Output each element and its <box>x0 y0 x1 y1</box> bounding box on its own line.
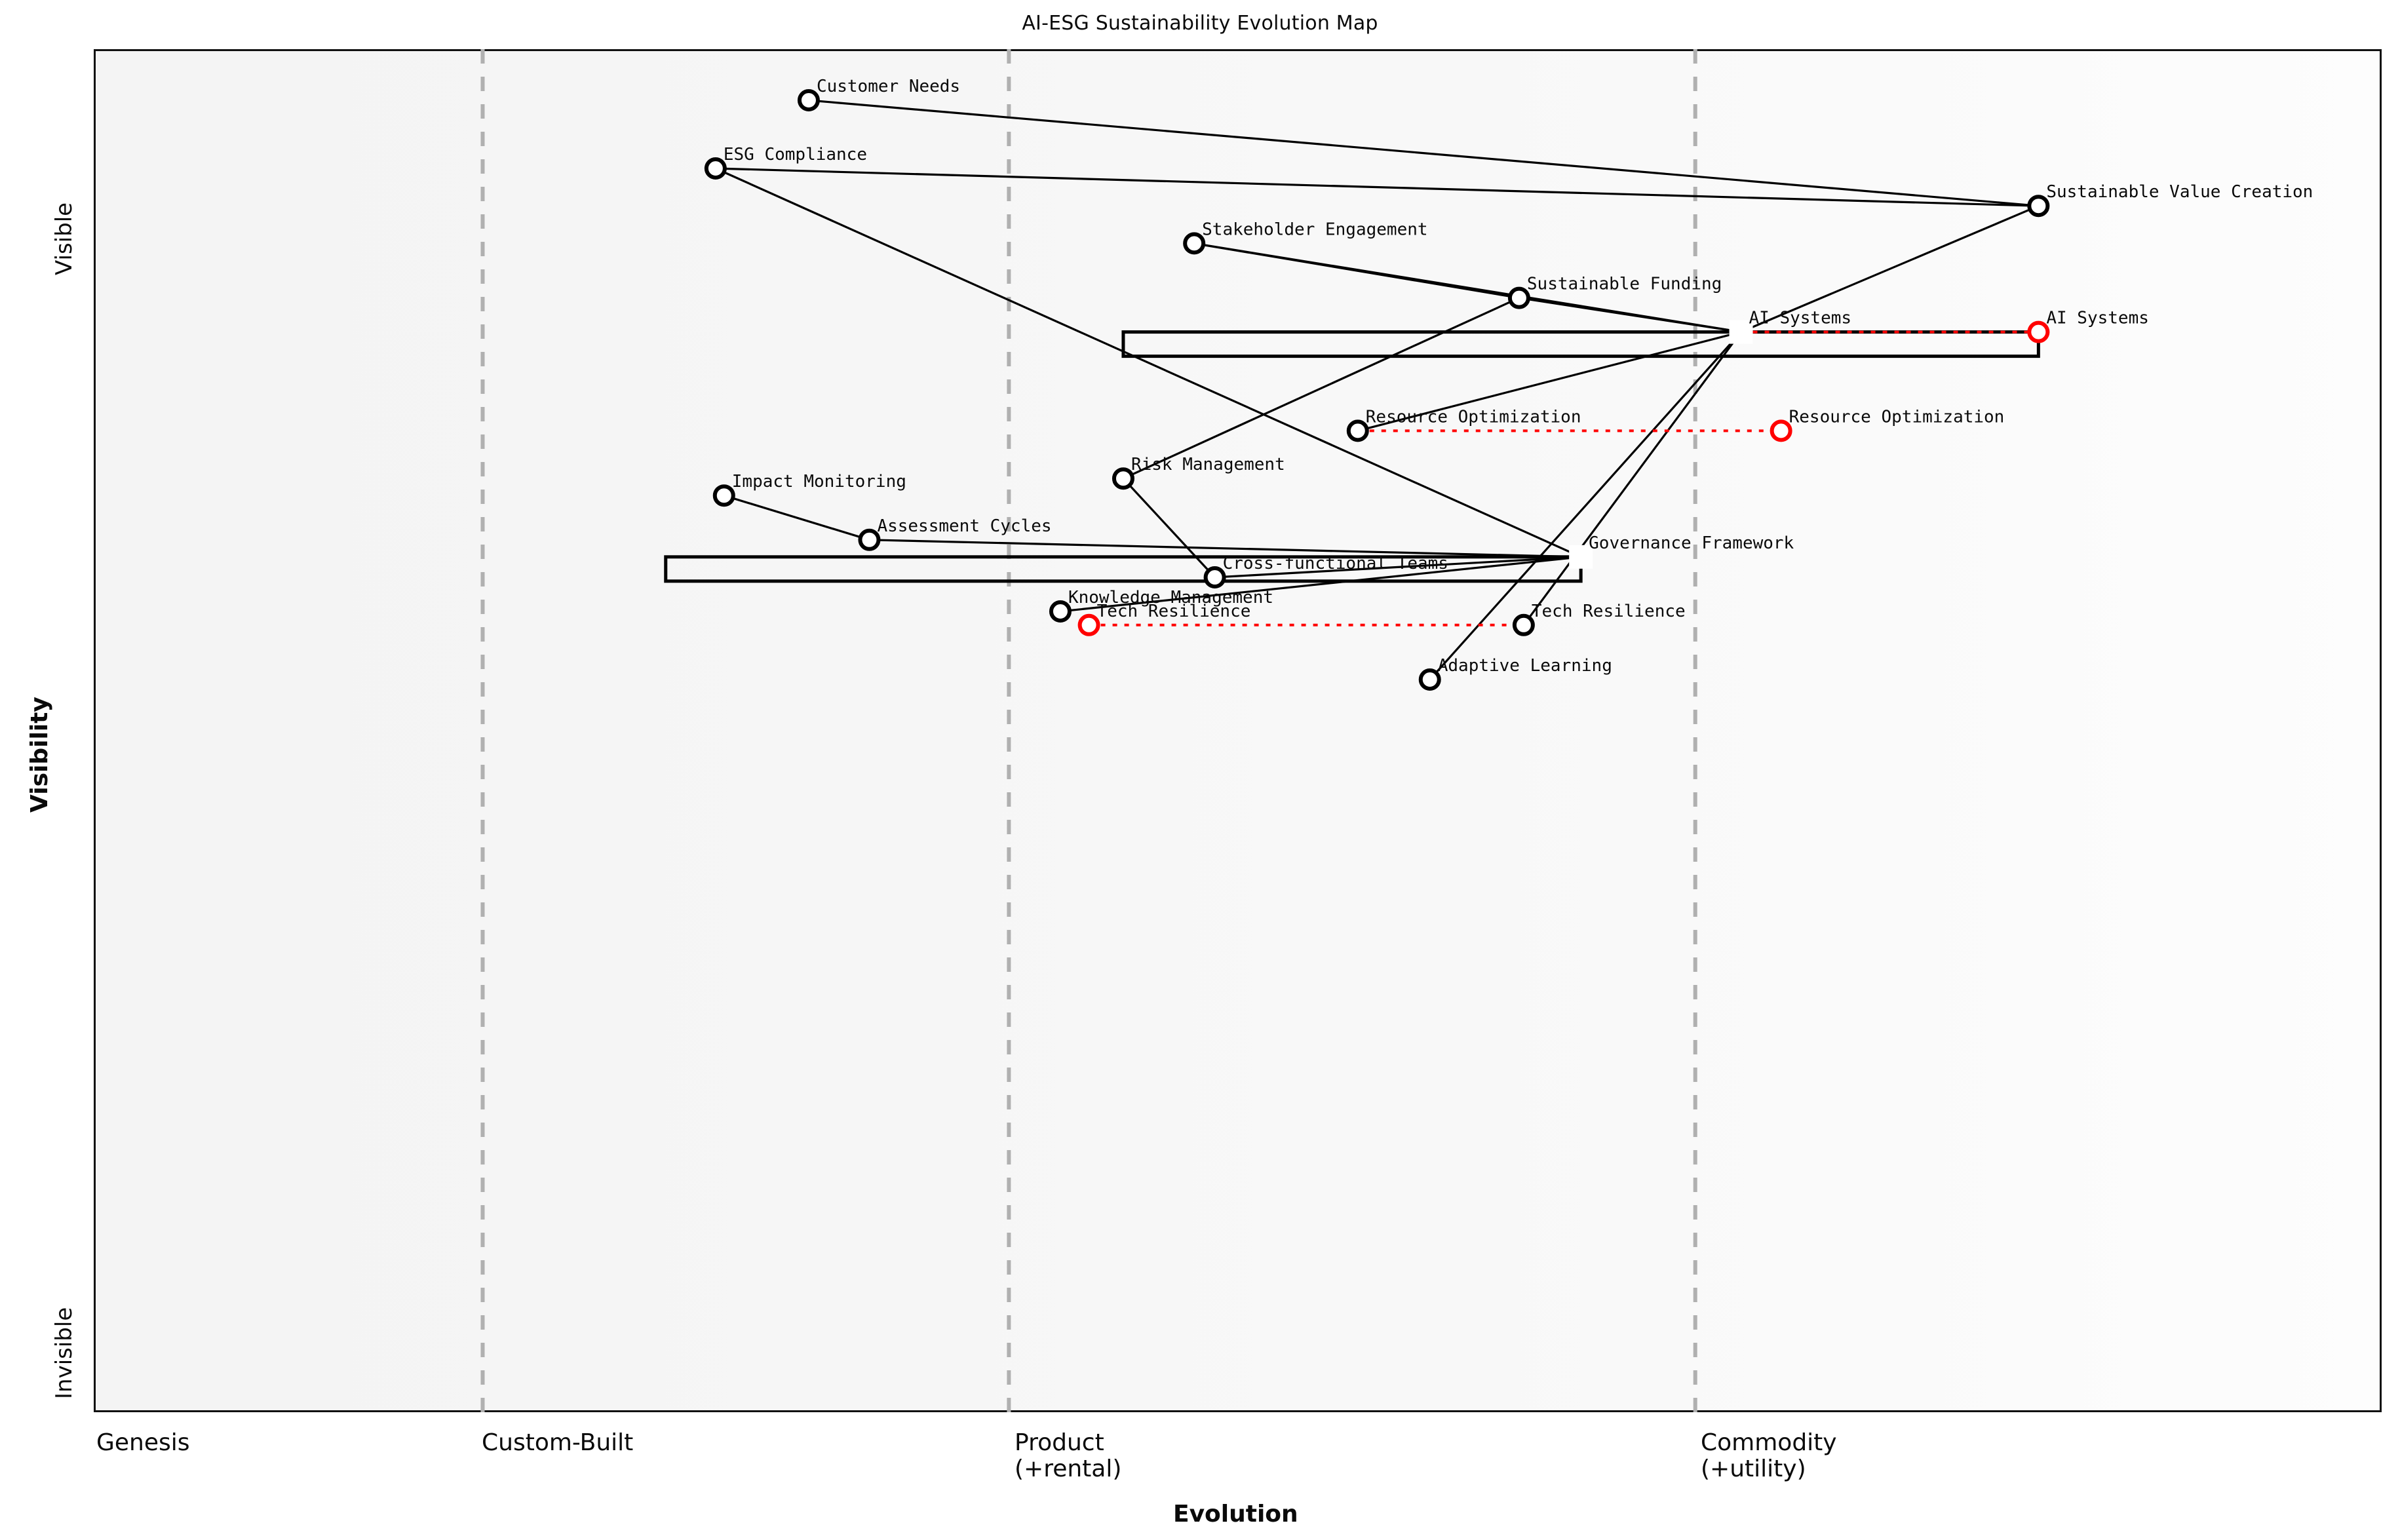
map-node-esg_compliance[interactable] <box>704 157 727 180</box>
map-node-resource_optimization_future[interactable] <box>1770 419 1792 442</box>
link-risk_management-to-cross_functional_teams <box>1122 478 1216 579</box>
node-label-assessment_cycles: Assessment Cycles <box>877 516 1051 536</box>
map-node-sustainable_funding[interactable] <box>1507 286 1530 309</box>
map-node-risk_management[interactable] <box>1112 467 1134 490</box>
map-node-customer_needs[interactable] <box>797 89 820 111</box>
map-node-tech_resilience[interactable] <box>1512 613 1535 636</box>
link-ai_systems-to-resource_optimization <box>1357 331 1741 432</box>
map-node-impact_monitoring[interactable] <box>712 484 735 507</box>
link-ai_systems-to-tech_resilience <box>1522 331 1742 626</box>
link-ai_systems-to-adaptive_learning <box>1429 331 1742 681</box>
link-sustainable_value_creation-to-ai_systems <box>1740 204 2039 334</box>
evolution-links <box>1089 330 2039 626</box>
node-label-sustainable_value_creation: Sustainable Value Creation <box>2046 182 2313 202</box>
node-label-resource_optimization_future: Resource Optimization <box>1789 407 2005 427</box>
y-tick-visible: Visible <box>51 202 77 275</box>
link-customer_needs-to-sustainable_value_creation <box>808 99 2039 207</box>
node-label-knowledge_management: Knowledge Management <box>1068 588 1273 607</box>
map-node-sustainable_value_creation[interactable] <box>2027 195 2050 218</box>
link-sustainable_funding-to-risk_management <box>1123 297 1520 480</box>
link-esg_compliance-to-sustainable_value_creation <box>715 167 2039 207</box>
x-tick-genesis: Genesis <box>96 1429 190 1456</box>
node-label-ai_systems: AI Systems <box>1749 309 1852 328</box>
node-label-sustainable_funding: Sustainable Funding <box>1527 275 1722 294</box>
node-label-ai_systems_future: AI Systems <box>2046 309 2149 328</box>
link-governance_framework-to-knowledge_management <box>1060 556 1581 613</box>
link-stakeholder_engagement-to-ai_systems <box>1193 242 1741 334</box>
pipeline-box <box>664 555 1583 583</box>
node-label-tech_resilience: Tech Resilience <box>1532 602 1686 621</box>
map-node-knowledge_management[interactable] <box>1049 600 1072 623</box>
node-label-risk_management: Risk Management <box>1131 455 1285 474</box>
y-axis-title: Visibility <box>26 697 53 813</box>
map-node-governance_framework[interactable] <box>1569 545 1593 569</box>
map-node-ai_systems_future[interactable] <box>2027 320 2050 343</box>
link-governance_framework-to-cross_functional_teams <box>1214 556 1581 579</box>
link-esg_compliance-to-governance_framework <box>715 167 1581 558</box>
link-impact_monitoring-to-assessment_cycles <box>724 494 870 541</box>
map-nodes <box>704 89 2050 691</box>
dependency-links <box>715 99 2039 681</box>
map-node-tech_resilience_future[interactable] <box>1077 613 1100 636</box>
x-tick-commodity: Commodity (+utility) <box>1701 1429 1837 1483</box>
node-label-resource_optimization: Resource Optimization <box>1366 407 1581 427</box>
node-label-stakeholder_engagement: Stakeholder Engagement <box>1202 220 1427 239</box>
map-node-labels: Customer Needs ESG Compliance Sustainable … <box>724 77 2313 676</box>
node-label-cross_functional_teams: Cross-functional Teams <box>1223 554 1448 573</box>
node-label-adaptive_learning: Adaptive Learning <box>1438 656 1612 676</box>
node-label-esg_compliance: ESG Compliance <box>724 145 867 164</box>
node-label-tech_resilience_future: Tech Resilience <box>1097 602 1251 621</box>
pipeline-box <box>1121 330 2040 358</box>
map-node-adaptive_learning[interactable] <box>1418 668 1441 691</box>
map-node-assessment_cycles[interactable] <box>858 528 881 551</box>
x-tick-custom-built: Custom-Built <box>482 1429 634 1456</box>
map-node-stakeholder_engagement[interactable] <box>1183 232 1206 255</box>
pipeline-boxes <box>664 330 2040 583</box>
page-title: AI-ESG Sustainability Evolution Map <box>1022 12 1378 35</box>
y-tick-invisible: Invisible <box>51 1307 77 1399</box>
x-tick-product: Product (+rental) <box>1015 1429 1122 1483</box>
link-assessment_cycles-to-governance_framework <box>869 539 1581 558</box>
evolution-gridlines <box>480 49 1697 1412</box>
plot-area <box>94 49 2382 1412</box>
node-label-governance_framework: Governance Framework <box>1589 533 1794 553</box>
node-label-customer_needs: Customer Needs <box>817 77 960 96</box>
map-node-ai_systems[interactable] <box>1729 320 1753 344</box>
map-node-resource_optimization[interactable] <box>1346 419 1369 442</box>
x-axis-title: Evolution <box>1173 1501 1298 1528</box>
map-node-cross_functional_teams[interactable] <box>1203 566 1226 588</box>
node-label-impact_monitoring: Impact Monitoring <box>732 472 906 491</box>
